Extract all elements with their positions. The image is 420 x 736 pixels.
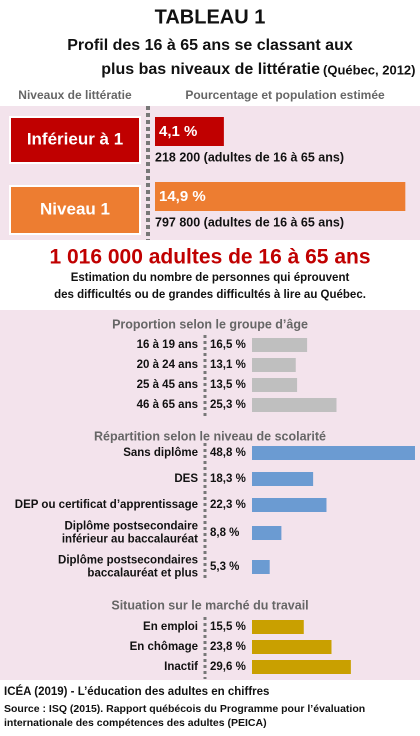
value-label: 16,5 % [210, 339, 246, 351]
bar [252, 660, 351, 674]
column-label: Niveaux de littératie [18, 88, 132, 102]
category-label: 16 à 19 ans [137, 339, 198, 351]
category-label: baccalauréat et plus [87, 568, 198, 580]
value-label: 29,6 % [210, 661, 246, 673]
category-label: 25 à 45 ans [137, 379, 198, 391]
value-label: 14,9 % [159, 188, 206, 205]
bar [252, 526, 282, 540]
bar [252, 498, 327, 512]
bar [252, 338, 308, 352]
category-label: inférieur au baccalauréat [62, 534, 198, 546]
bar [252, 472, 314, 486]
bar [252, 620, 304, 634]
value-label: 8,8 % [210, 527, 239, 539]
value-label: 22,3 % [210, 499, 246, 511]
value-label: 13,5 % [210, 379, 246, 391]
total-text: Estimation du nombre de personnes qui ép… [71, 272, 350, 284]
value-label: 13,1 % [210, 359, 246, 371]
category-label: 20 à 24 ans [137, 359, 198, 371]
subtitle-note: (Québec, 2012) [323, 62, 416, 77]
category-label: Sans diplôme [123, 447, 198, 459]
bar [155, 182, 406, 211]
annotation: 797 800 (adultes de 16 à 65 ans) [155, 215, 344, 229]
value-label: 15,5 % [210, 621, 246, 633]
value-label: 5,3 % [210, 561, 239, 573]
subtitle: Profil des 16 à 65 ans se classant aux [67, 37, 353, 54]
chart-title: Répartition selon le niveau de scolarité [94, 429, 326, 443]
category-label: Inactif [164, 661, 198, 673]
level-box [9, 185, 141, 235]
value-label: 25,3 % [210, 399, 246, 411]
category-label: En chômage [130, 641, 198, 653]
value-label: 4,1 % [159, 123, 197, 140]
value-label: 23,8 % [210, 641, 246, 653]
total-text: des difficultés ou de grandes difficulté… [54, 289, 366, 301]
bar [155, 117, 224, 146]
value-label: 48,8 % [210, 447, 246, 459]
value-label: 18,3 % [210, 473, 246, 485]
footer: ICÉA (2019) - L’éducation des adultes en… [4, 685, 269, 698]
chart-title: Situation sur le marché du travail [111, 598, 308, 612]
subtitle: plus bas niveaux de littératie [101, 61, 320, 78]
total-headline: 1 016 000 adultes de 16 à 65 ans [49, 246, 370, 269]
bar [252, 358, 296, 372]
bar [252, 378, 298, 392]
chart-title: Proportion selon le groupe d’âge [112, 317, 308, 331]
category-label: DES [174, 473, 198, 485]
level-label: Inférieur à 1 [27, 129, 123, 148]
middle-band [0, 310, 420, 680]
category-label: Diplôme postsecondaires [58, 555, 198, 567]
footer: internationale des compétences des adult… [4, 717, 267, 729]
bar [252, 560, 270, 574]
category-label: En emploi [143, 621, 198, 633]
level-label: Niveau 1 [40, 199, 110, 218]
category-label: DEP ou certificat d’apprentissage [15, 499, 198, 511]
category-label: 46 à 65 ans [137, 399, 198, 411]
bar [252, 446, 415, 460]
bar [252, 398, 337, 412]
footer: Source : ISQ (2015). Rapport québécois d… [4, 703, 365, 715]
annotation: 218 200 (adultes de 16 à 65 ans) [155, 150, 344, 164]
column-label: Pourcentage et population estimée [185, 88, 385, 102]
level-box [9, 116, 141, 164]
bar [252, 640, 332, 654]
category-label: Diplôme postsecondaire [64, 521, 198, 533]
title: TABLEAU 1 [155, 6, 266, 28]
